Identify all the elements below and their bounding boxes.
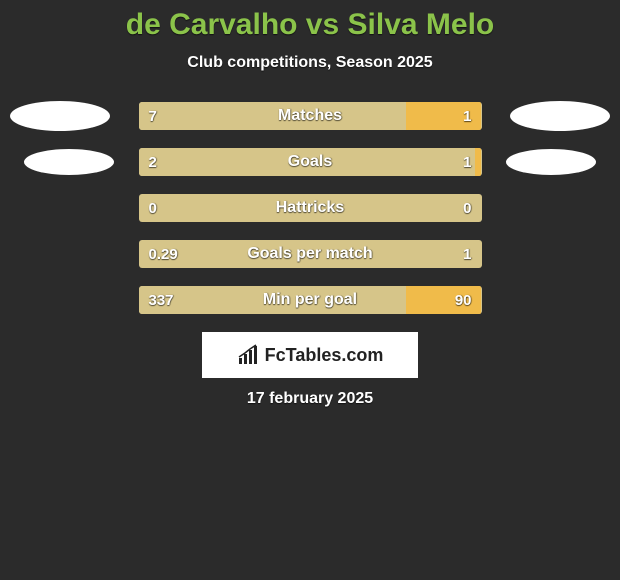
player-photo-right — [506, 149, 596, 175]
player-photo-left — [24, 149, 114, 175]
bar-segment-left — [139, 194, 482, 222]
page-subtitle: Club competitions, Season 2025 — [0, 54, 620, 72]
stats-rows: 71Matches 21Goals 00Hattricks 0.291Goals pe… — [0, 102, 620, 314]
page-title: de Carvalho vs Silva Melo — [0, 8, 620, 42]
logo-suffix: .com — [341, 345, 383, 365]
stat-bar: 33790Min per goal — [139, 286, 482, 314]
stat-row: 71Matches — [0, 102, 620, 130]
bar-segment-left — [139, 148, 475, 176]
stat-row: 33790Min per goal — [0, 286, 620, 314]
logo-box: FcTables.com — [202, 332, 418, 378]
stat-row: 21Goals — [0, 148, 620, 176]
stat-row: 00Hattricks — [0, 194, 620, 222]
player-photo-left — [10, 101, 110, 131]
player-photo-right — [510, 101, 610, 131]
bar-segment-right — [406, 286, 481, 314]
logo-prefix: Fc — [265, 345, 286, 365]
logo-text: FcTables.com — [265, 345, 384, 366]
stat-row: 0.291Goals per match — [0, 240, 620, 268]
bar-segment-left — [139, 102, 407, 130]
bar-segment-right — [475, 148, 482, 176]
chart-icon — [237, 344, 261, 366]
stat-bar: 21Goals — [139, 148, 482, 176]
bar-segment-left — [139, 240, 482, 268]
stat-bar: 71Matches — [139, 102, 482, 130]
comparison-infographic: de Carvalho vs Silva Melo Club competiti… — [0, 0, 620, 408]
stat-bar: 0.291Goals per match — [139, 240, 482, 268]
stat-bar: 00Hattricks — [139, 194, 482, 222]
logo-bold: Tables — [286, 345, 342, 365]
date-text: 17 february 2025 — [0, 390, 620, 408]
bar-segment-right — [406, 102, 481, 130]
bar-segment-left — [139, 286, 407, 314]
